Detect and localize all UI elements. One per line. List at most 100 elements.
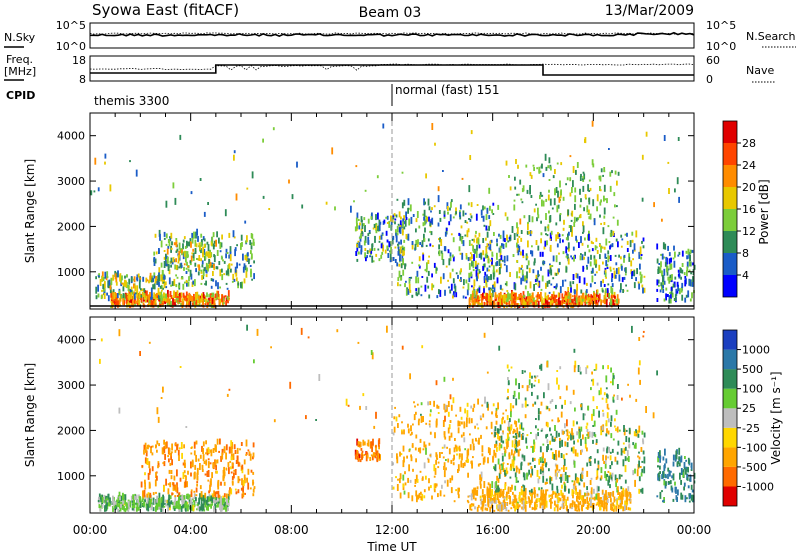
power-cell [123, 300, 125, 306]
power-cell [595, 237, 598, 242]
power-cell [633, 282, 636, 289]
power-cell [480, 252, 483, 260]
power-colorbar-box [723, 187, 737, 209]
power-cell [516, 232, 519, 237]
velocity-cell [623, 425, 625, 432]
power-cell [160, 262, 163, 268]
velocity-cell [519, 499, 522, 503]
power-cell [484, 253, 487, 259]
power-cell [502, 230, 505, 238]
velocity-cell [511, 459, 514, 466]
power-cell [470, 202, 473, 208]
power-cell [225, 297, 228, 302]
power-cell [159, 285, 162, 289]
velocity-cell [454, 444, 457, 449]
velocity-cell [609, 451, 612, 454]
velocity-cell [447, 458, 450, 463]
power-cell [181, 298, 184, 303]
velocity-cell [185, 501, 188, 506]
power-cell [452, 295, 454, 299]
power-cell [217, 290, 220, 297]
velocity-cell [360, 447, 363, 451]
power-cell [252, 238, 255, 244]
power-cell [195, 243, 198, 248]
velocity-cell [580, 426, 583, 432]
power-cell [154, 278, 157, 284]
power-cell [530, 195, 533, 198]
power-cell [424, 284, 427, 292]
power-cell [153, 300, 156, 307]
velocity-cell [496, 504, 498, 510]
velocity-cell [219, 438, 221, 445]
power-cell [481, 215, 483, 218]
velocity-cell [577, 491, 579, 499]
velocity-cell [587, 504, 590, 509]
velocity-cell [207, 470, 210, 477]
velocity-cell [247, 482, 250, 490]
velocity-cell [518, 383, 520, 389]
power-cell [533, 261, 536, 266]
velocity-cell [680, 492, 683, 500]
power-cell [163, 261, 166, 268]
velocity-cell [528, 379, 531, 386]
velocity-cell [450, 459, 453, 464]
power-cell [518, 267, 521, 274]
power-cell [192, 253, 195, 259]
power-cell [187, 265, 189, 268]
velocity-cell [252, 493, 255, 497]
power-cell [555, 255, 558, 263]
velocity-cell [626, 490, 628, 497]
velocity-cell [481, 494, 484, 498]
velocity-cell [245, 439, 248, 447]
power-cell [112, 290, 115, 295]
power-cell [202, 246, 204, 253]
power-cell [361, 219, 363, 223]
power-cell [691, 292, 693, 299]
power-cell [559, 286, 562, 294]
velocity-cell [471, 462, 473, 469]
velocity-cell [221, 498, 224, 506]
velocity-cell [581, 449, 583, 453]
velocity-cell [500, 491, 502, 496]
power-cell [97, 293, 100, 298]
power-cell [364, 248, 367, 251]
velocity-cell [116, 496, 119, 499]
velocity-cell [483, 456, 486, 463]
velocity-cell [509, 467, 512, 471]
power-cell [668, 188, 670, 194]
power-cell [564, 279, 567, 282]
velocity-cell [199, 493, 201, 500]
velocity-cell [526, 385, 529, 392]
velocity-cell [220, 498, 222, 506]
velocity-cell [617, 384, 619, 389]
velocity-cell [444, 436, 447, 440]
power-y-tick-label: 2000 [57, 220, 85, 233]
velocity-cell [157, 497, 160, 504]
velocity-cell [532, 507, 535, 510]
power-cell [598, 175, 601, 180]
power-cell [380, 234, 383, 240]
power-cell [209, 303, 211, 306]
power-cell [187, 268, 190, 272]
velocity-cell [193, 450, 196, 456]
velocity-cell [174, 449, 177, 453]
velocity-cell [227, 493, 230, 500]
power-cell [558, 252, 560, 255]
velocity-cell [573, 440, 575, 445]
velocity-cell [616, 395, 619, 400]
velocity-cell [230, 488, 233, 495]
velocity-cell [164, 453, 166, 460]
power-cell [514, 186, 517, 190]
power-cell [174, 264, 177, 270]
velocity-cell [193, 504, 196, 507]
velocity-cell [196, 483, 198, 487]
power-cell [183, 263, 186, 266]
velocity-cell [547, 383, 550, 391]
velocity-cell [443, 466, 445, 470]
power-cell [90, 190, 93, 196]
power-cell [544, 292, 547, 300]
velocity-cell [467, 472, 469, 478]
velocity-cell [206, 506, 208, 511]
power-cell [626, 289, 629, 292]
velocity-cell [582, 413, 585, 421]
